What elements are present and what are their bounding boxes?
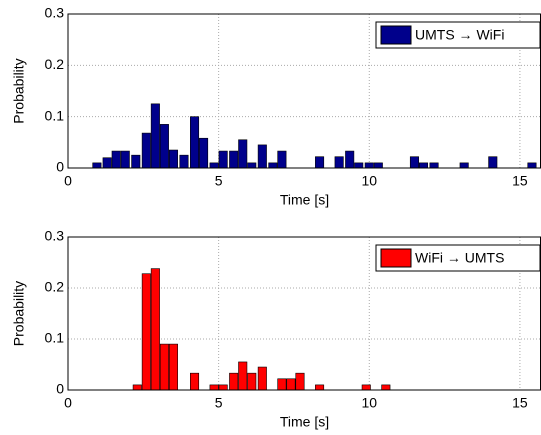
- bar: [277, 150, 287, 169]
- bar: [429, 162, 439, 169]
- bar: [102, 157, 112, 169]
- bar: [334, 156, 344, 169]
- bar: [131, 154, 141, 169]
- legend-swatch: [380, 25, 412, 45]
- x-tick-label: 5: [215, 395, 223, 411]
- bar: [354, 162, 364, 169]
- x-tick-label: 15: [512, 395, 528, 411]
- bar: [247, 162, 257, 169]
- bar: [218, 150, 228, 169]
- x-axis-label: Time [s]: [280, 414, 329, 430]
- bar: [459, 162, 469, 169]
- bar: [141, 132, 151, 169]
- bar: [111, 150, 121, 169]
- x-axis-label: Time [s]: [280, 192, 329, 208]
- bar: [315, 156, 325, 169]
- bar: [315, 384, 325, 391]
- y-tick-label: 0.3: [45, 228, 65, 244]
- y-tick-label: 0: [56, 381, 64, 397]
- bar: [238, 139, 248, 169]
- y-tick-label: 0: [56, 159, 64, 175]
- bar: [199, 137, 209, 169]
- x-tick-label: 0: [64, 173, 72, 189]
- bar: [277, 378, 287, 391]
- y-tick-label: 0.1: [45, 107, 65, 123]
- x-tick-label: 5: [215, 173, 223, 189]
- bar: [168, 343, 178, 391]
- bar: [159, 124, 169, 169]
- bar: [527, 162, 537, 169]
- bar: [409, 156, 419, 169]
- bar: [345, 150, 355, 169]
- bar: [141, 273, 151, 391]
- bar: [179, 154, 189, 169]
- y-tick-label: 0.2: [45, 56, 65, 72]
- bar: [209, 384, 219, 391]
- x-tick-label: 10: [361, 173, 377, 189]
- y-axis-label: Probability: [11, 281, 27, 346]
- bar: [190, 372, 200, 391]
- bar: [364, 162, 374, 169]
- bar: [150, 268, 160, 391]
- bar: [418, 162, 429, 169]
- bar: [238, 361, 248, 391]
- bar: [229, 150, 239, 169]
- y-tick-label: 0.1: [45, 330, 65, 346]
- legend-label: UMTS → WiFi: [415, 27, 504, 43]
- bar: [159, 343, 169, 391]
- y-axis-label: Probability: [11, 58, 27, 123]
- x-tick-label: 0: [64, 395, 72, 411]
- bar: [190, 116, 200, 169]
- bar: [150, 103, 160, 169]
- bar: [295, 372, 305, 391]
- x-tick-label: 10: [361, 395, 377, 411]
- bar: [218, 384, 228, 391]
- bar: [257, 366, 267, 391]
- bar: [381, 384, 391, 391]
- legend-swatch: [380, 248, 412, 268]
- bar: [257, 144, 267, 169]
- bar: [132, 384, 142, 391]
- bar: [268, 162, 278, 169]
- bar: [361, 384, 371, 391]
- bar: [286, 378, 296, 391]
- bar: [229, 372, 239, 391]
- bar: [209, 162, 219, 169]
- y-tick-label: 0.2: [45, 279, 65, 295]
- bar: [247, 372, 257, 391]
- bar: [373, 162, 383, 169]
- y-tick-label: 0.3: [45, 5, 65, 21]
- legend-label: WiFi → UMTS: [415, 250, 504, 266]
- bar: [120, 150, 130, 169]
- bar: [488, 156, 498, 169]
- bar: [92, 162, 102, 169]
- x-tick-label: 15: [512, 173, 528, 189]
- bar: [168, 149, 178, 169]
